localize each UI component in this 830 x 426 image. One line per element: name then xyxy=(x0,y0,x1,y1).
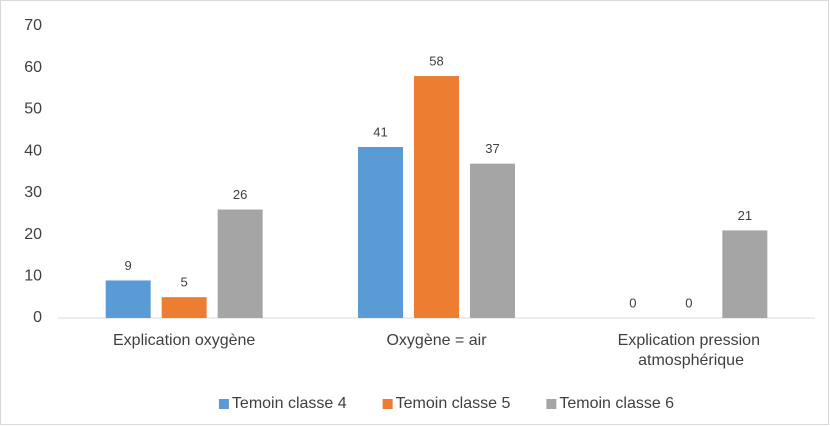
x-tick-label: Explication oxygène xyxy=(113,332,255,349)
legend-swatch xyxy=(546,399,557,409)
y-tick-label: 20 xyxy=(24,226,42,243)
data-label: 58 xyxy=(429,53,443,68)
y-tick-label: 40 xyxy=(24,142,42,159)
y-tick-label: 30 xyxy=(24,184,42,201)
y-tick-label: 70 xyxy=(24,17,42,34)
bar xyxy=(161,297,207,318)
y-tick-label: 0 xyxy=(33,309,42,326)
legend-label: Temoin classe 4 xyxy=(232,395,347,412)
legend-swatch xyxy=(382,399,393,409)
data-label: 5 xyxy=(181,275,188,290)
data-label: 9 xyxy=(125,258,132,273)
bar xyxy=(722,230,768,318)
data-label: 37 xyxy=(485,141,499,156)
data-label: 0 xyxy=(685,295,692,310)
bar xyxy=(414,76,459,318)
x-tick-label: Oxygène = air xyxy=(386,332,487,349)
bar xyxy=(217,209,263,318)
bar xyxy=(105,280,151,318)
legend-label: Temoin classe 5 xyxy=(396,395,511,412)
data-label: 0 xyxy=(629,295,636,310)
bar xyxy=(470,163,515,318)
legend-swatch xyxy=(218,399,229,409)
bar xyxy=(358,146,403,318)
data-label: 26 xyxy=(233,187,247,202)
y-tick-label: 10 xyxy=(24,268,42,285)
y-tick-label: 60 xyxy=(24,59,42,76)
y-tick-label: 50 xyxy=(24,101,42,118)
x-tick-label: Explication pression atmosphérique xyxy=(618,332,760,369)
data-label: 41 xyxy=(373,124,387,139)
data-label: 21 xyxy=(738,208,752,223)
legend-label: Temoin classe 6 xyxy=(559,395,674,412)
